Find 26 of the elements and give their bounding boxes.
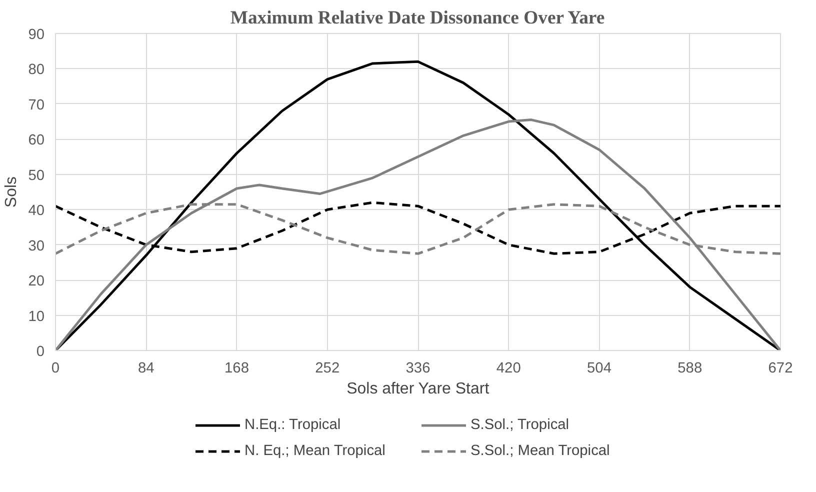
y-tick-label: 20 — [28, 274, 45, 290]
x-tick-label: 84 — [138, 360, 154, 376]
x-tick-label: 336 — [406, 360, 430, 376]
legend-label: N. Eq.; Mean Tropical — [244, 442, 386, 458]
y-tick-label: 80 — [28, 62, 45, 78]
y-tick-label: 30 — [28, 238, 45, 254]
y-axis-title: Sols — [3, 176, 20, 208]
y-tick-label: 90 — [28, 27, 45, 43]
legend-label: S.Sol.; Mean Tropical — [470, 442, 611, 458]
x-tick-label: 0 — [51, 360, 60, 376]
x-tick-label: 504 — [587, 360, 612, 376]
legend-label: S.Sol.; Tropical — [470, 416, 570, 432]
x-tick-label: 672 — [768, 360, 793, 376]
x-tick-label: 252 — [315, 360, 340, 376]
y-tick-label: 40 — [28, 203, 45, 220]
y-tick-label: 70 — [28, 97, 45, 114]
x-tick-label: 420 — [496, 360, 521, 376]
x-tick-label: 588 — [678, 360, 702, 376]
y-tick-label: 0 — [36, 344, 45, 360]
x-tick-label: 168 — [224, 360, 249, 376]
y-tick-label: 10 — [28, 308, 45, 325]
y-tick-label: 60 — [28, 132, 45, 149]
y-tick-label: 50 — [28, 168, 45, 184]
x-axis-title: Sols after Yare Start — [346, 380, 490, 398]
legend-label: N.Eq.: Tropical — [244, 416, 342, 432]
chart-title: Maximum Relative Date Dissonance Over Yare — [230, 8, 605, 28]
